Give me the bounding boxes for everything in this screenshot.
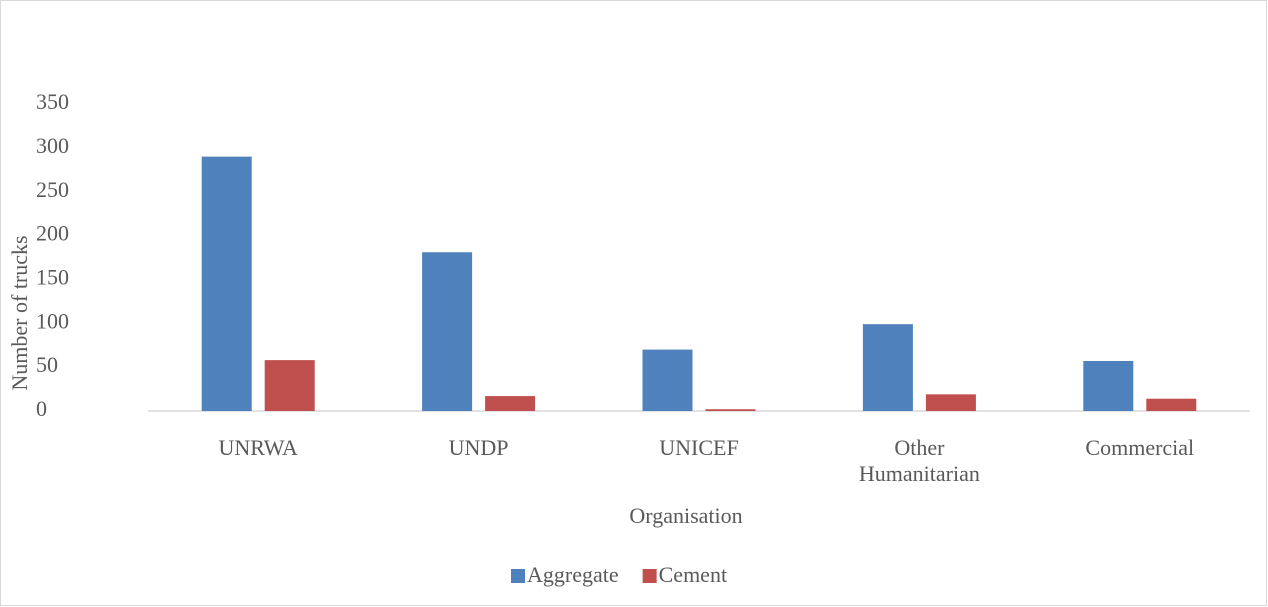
bar <box>642 349 693 411</box>
bar <box>264 360 315 411</box>
x-tick-label: UNRWA <box>218 435 298 460</box>
bar <box>201 156 252 411</box>
legend-swatch <box>511 569 525 583</box>
y-tick-label: 200 <box>36 221 69 246</box>
y-tick-label: 300 <box>36 133 69 158</box>
y-tick-label: 150 <box>36 264 69 289</box>
legend-swatch <box>642 569 657 583</box>
y-tick-label: 250 <box>36 177 69 202</box>
legend-label: Aggregate <box>527 562 619 587</box>
x-axis-title: Organisation <box>629 503 742 528</box>
bar <box>1146 398 1197 411</box>
y-tick-label: 100 <box>36 308 69 333</box>
bar <box>862 324 913 411</box>
bar <box>1083 361 1134 411</box>
bar <box>925 394 976 411</box>
bar <box>485 396 536 411</box>
x-tick-label: UNDP <box>448 435 509 460</box>
y-tick-label: 350 <box>36 89 69 114</box>
legend-label: Cement <box>659 562 727 587</box>
y-axis-title: Number of trucks <box>7 235 32 390</box>
x-tick-label: Other Humanitarian <box>858 435 980 486</box>
bar <box>422 252 473 411</box>
x-tick-label: Commercial <box>1085 435 1195 460</box>
bar <box>705 409 756 411</box>
y-tick-label: 0 <box>36 396 47 421</box>
x-tick-label: UNICEF <box>659 435 739 460</box>
y-tick-label: 50 <box>36 352 58 377</box>
